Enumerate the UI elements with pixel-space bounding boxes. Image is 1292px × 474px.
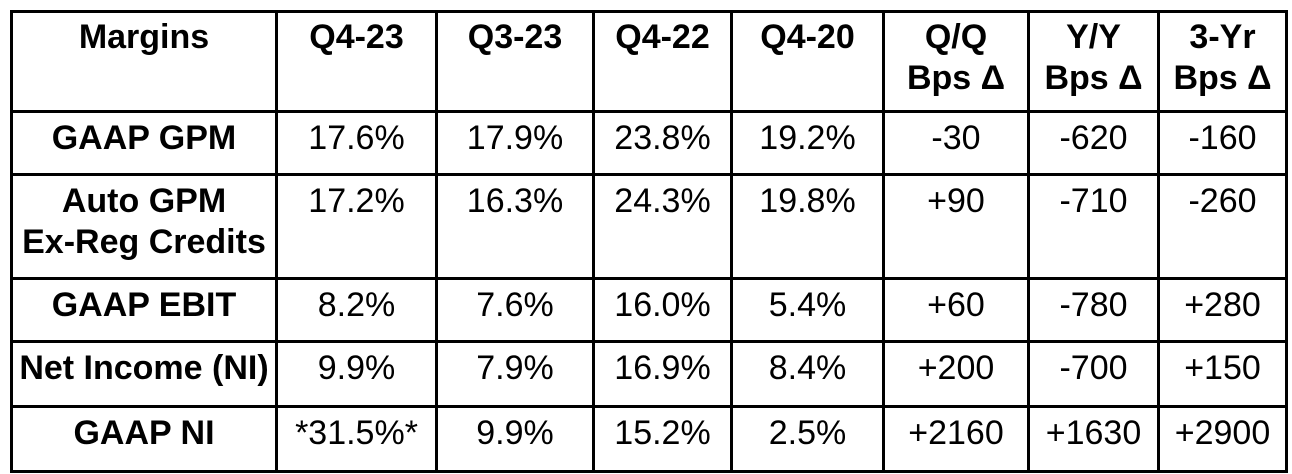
row-label: GAAP GPM	[10, 110, 278, 176]
table-row-auto-gpm: Auto GPM Ex-Reg Credits 17.2% 16.3% 24.3…	[10, 173, 1288, 280]
column-header-line1: Q4-22	[615, 18, 710, 56]
cell-value: 9.9%	[435, 405, 595, 473]
column-header-yy-bps: Y/Y Bps Δ	[1027, 10, 1160, 113]
cell-value: +90	[882, 173, 1030, 280]
column-header-q4-22: Q4-22	[592, 10, 733, 113]
table-row-gaap-ni: GAAP NI *31.5%* 9.9% 15.2% 2.5% +2160 +1…	[10, 405, 1288, 473]
cell-value: -160	[1157, 110, 1288, 176]
row-label-line1: Auto GPM	[61, 182, 227, 220]
table-row-gaap-gpm: GAAP GPM 17.6% 17.9% 23.8% 19.2% -30 -62…	[10, 110, 1288, 176]
row-label-line1: GAAP NI	[73, 414, 215, 452]
cell-value: 16.0%	[592, 277, 733, 343]
margins-table: Margins Q4-23 Q3-23 Q4-22 Q4-20	[10, 10, 1288, 473]
cell-value: +150	[1157, 340, 1288, 408]
cell-value: 8.4%	[730, 340, 885, 408]
cell-value: 15.2%	[592, 405, 733, 473]
cell-value: *31.5%*	[275, 405, 438, 473]
row-label-line1: Net Income (NI)	[19, 349, 269, 387]
column-header-line1: 3-Yr	[1189, 18, 1256, 56]
cell-value: -260	[1157, 173, 1288, 280]
cell-value: -700	[1027, 340, 1160, 408]
column-header-line1: Q/Q	[924, 18, 988, 56]
table-row-net-income: Net Income (NI) 9.9% 7.9% 16.9% 8.4% +20…	[10, 340, 1288, 408]
column-header-margins: Margins	[10, 10, 278, 113]
table-row-gaap-ebit: GAAP EBIT 8.2% 7.6% 16.0% 5.4% +60 -780 …	[10, 277, 1288, 343]
column-header-q4-20: Q4-20	[730, 10, 885, 113]
cell-value: -620	[1027, 110, 1160, 176]
cell-value: +1630	[1027, 405, 1160, 473]
cell-value: +280	[1157, 277, 1288, 343]
column-header-line1: Y/Y	[1066, 18, 1121, 56]
column-header-line2: Bps Δ	[1173, 59, 1272, 97]
cell-value: 7.6%	[435, 277, 595, 343]
column-header-line2: Bps Δ	[1044, 59, 1143, 97]
cell-value: 17.9%	[435, 110, 595, 176]
cell-value: 23.8%	[592, 110, 733, 176]
column-header-line1: Q3-23	[467, 18, 563, 56]
row-label-line1: GAAP EBIT	[51, 286, 237, 324]
cell-value: 19.8%	[730, 173, 885, 280]
column-header-line1: Margins	[78, 18, 210, 56]
row-label: GAAP EBIT	[10, 277, 278, 343]
cell-value: +2900	[1157, 405, 1288, 473]
cell-value: -780	[1027, 277, 1160, 343]
row-label: Auto GPM Ex-Reg Credits	[10, 173, 278, 280]
cell-value: 16.9%	[592, 340, 733, 408]
row-label-line2: Ex-Reg Credits	[22, 223, 266, 261]
cell-value: 16.3%	[435, 173, 595, 280]
column-header-line1: Q4-20	[760, 18, 855, 56]
header-row: Margins Q4-23 Q3-23 Q4-22 Q4-20	[10, 10, 1288, 113]
column-header-q3-23: Q3-23	[435, 10, 595, 113]
cell-value: 19.2%	[730, 110, 885, 176]
column-header-q4-23: Q4-23	[275, 10, 438, 113]
column-header-line2: Bps Δ	[906, 59, 1006, 97]
cell-value: 24.3%	[592, 173, 733, 280]
row-label: Net Income (NI)	[10, 340, 278, 408]
cell-value: -30	[882, 110, 1030, 176]
cell-value: +2160	[882, 405, 1030, 473]
cell-value: 9.9%	[275, 340, 438, 408]
cell-value: 2.5%	[730, 405, 885, 473]
cell-value: 17.6%	[275, 110, 438, 176]
column-header-qq-bps: Q/Q Bps Δ	[882, 10, 1030, 113]
cell-value: 5.4%	[730, 277, 885, 343]
row-label-line1: GAAP GPM	[51, 119, 237, 157]
cell-value: 17.2%	[275, 173, 438, 280]
column-header-line1: Q4-23	[309, 18, 404, 56]
cell-value: +200	[882, 340, 1030, 408]
cell-value: +60	[882, 277, 1030, 343]
cell-value: 8.2%	[275, 277, 438, 343]
row-label: GAAP NI	[10, 405, 278, 473]
column-header-3yr-bps: 3-Yr Bps Δ	[1157, 10, 1288, 113]
cell-value: 7.9%	[435, 340, 595, 408]
cell-value: -710	[1027, 173, 1160, 280]
